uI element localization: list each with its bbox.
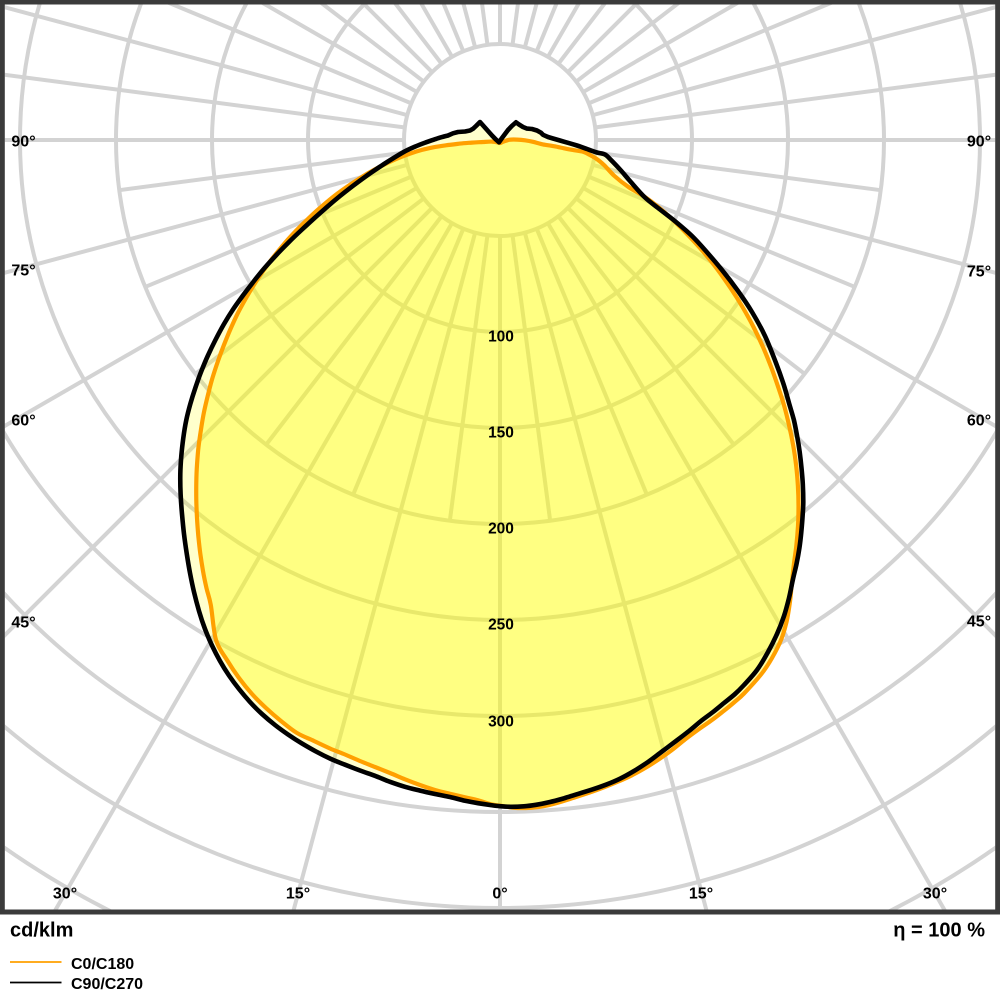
svg-text:15°: 15° — [286, 886, 310, 903]
svg-text:30°: 30° — [53, 886, 77, 903]
svg-text:C0/C180: C0/C180 — [71, 956, 134, 973]
svg-text:250: 250 — [488, 617, 514, 634]
svg-text:45°: 45° — [967, 614, 991, 631]
svg-text:cd/klm: cd/klm — [10, 920, 73, 942]
svg-text:90°: 90° — [11, 134, 35, 151]
svg-text:45°: 45° — [11, 615, 35, 632]
svg-text:150: 150 — [488, 425, 514, 442]
svg-text:η = 100 %: η = 100 % — [893, 920, 985, 942]
svg-text:90°: 90° — [967, 134, 991, 151]
svg-text:100: 100 — [488, 329, 514, 346]
svg-text:75°: 75° — [967, 264, 991, 281]
svg-text:60°: 60° — [11, 413, 35, 430]
svg-text:C90/C270: C90/C270 — [71, 976, 143, 993]
svg-text:0°: 0° — [492, 886, 507, 903]
svg-text:15°: 15° — [689, 886, 713, 903]
svg-text:200: 200 — [488, 521, 514, 538]
svg-text:300: 300 — [488, 714, 514, 731]
svg-text:60°: 60° — [967, 413, 991, 430]
svg-text:75°: 75° — [11, 263, 35, 280]
svg-text:30°: 30° — [923, 886, 947, 903]
